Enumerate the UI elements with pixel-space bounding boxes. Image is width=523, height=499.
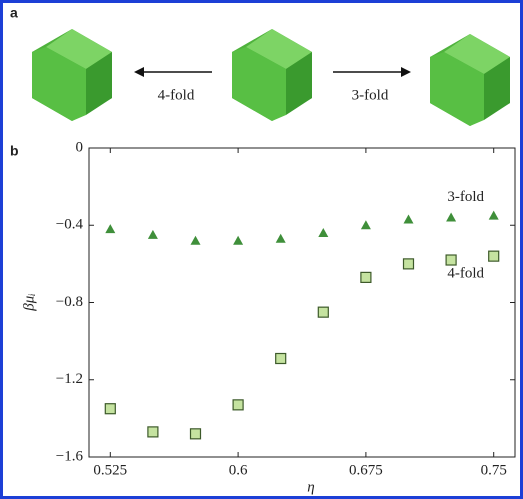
- figure: a 4-fold 3-fold b η βμᵢ 0.525 0.6 0.675 0.7…: [0, 0, 523, 499]
- x-tick-label: 0.525: [93, 462, 127, 478]
- point: [318, 307, 328, 317]
- arrow-label: 4-fold: [158, 87, 195, 103]
- point: [191, 429, 201, 439]
- point: [446, 255, 456, 265]
- y-tick-label: −0.4: [56, 217, 84, 233]
- y-tick-label: −0.8: [56, 294, 83, 310]
- point: [233, 400, 243, 410]
- y-axis-label: βμᵢ: [21, 293, 37, 311]
- arrow-label: 3-fold: [352, 87, 389, 103]
- x-tick-label: 0.675: [349, 462, 383, 478]
- series-label: 3-fold: [447, 189, 484, 205]
- x-tick-label: 0.75: [481, 462, 507, 478]
- point: [148, 427, 158, 437]
- x-axis-label: η: [307, 479, 314, 495]
- y-tick-label: 0: [76, 139, 84, 155]
- point: [105, 404, 115, 414]
- point: [276, 354, 286, 364]
- x-tick-label: 0.6: [229, 462, 248, 478]
- point: [489, 251, 499, 261]
- panel-label: b: [10, 143, 19, 159]
- y-tick-label: −1.2: [56, 371, 83, 387]
- point: [404, 259, 414, 269]
- panel-label: a: [10, 5, 18, 21]
- y-tick-label: −1.6: [56, 448, 84, 464]
- point: [361, 272, 371, 282]
- series-label: 4-fold: [447, 266, 484, 282]
